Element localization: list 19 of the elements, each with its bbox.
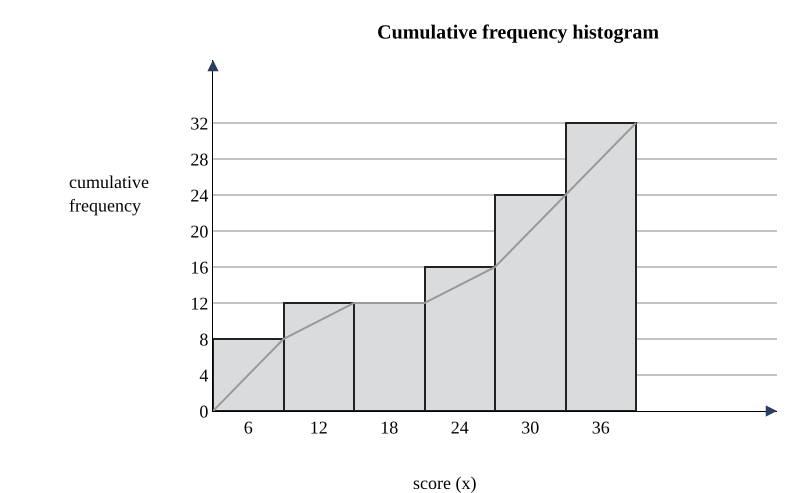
x-tick-label: 36: [592, 418, 610, 438]
x-tick-label: 6: [244, 418, 253, 438]
y-tick-label: 16: [190, 257, 208, 278]
chart-title: Cumulative frequency histogram: [377, 22, 660, 44]
y-tick-label: 32: [190, 113, 208, 134]
y-axis-title: cumulative frequency: [69, 172, 149, 216]
line-series: [213, 122, 637, 411]
x-tick-label: 24: [450, 418, 469, 438]
y-tick-label: 0: [199, 401, 208, 422]
y-tick-label: 4: [199, 365, 208, 386]
x-tick-label: 30: [521, 418, 540, 438]
x-tick-label: 12: [310, 418, 328, 438]
y-tick-label: 12: [190, 293, 208, 314]
y-tick-label: 8: [199, 329, 208, 350]
y-tick-label: 28: [190, 149, 208, 170]
x-axis-title: score (x): [413, 473, 476, 493]
y-tick-label: 20: [190, 221, 208, 242]
y-tick-label: 24: [190, 185, 208, 206]
x-tick-label: 18: [380, 418, 398, 438]
